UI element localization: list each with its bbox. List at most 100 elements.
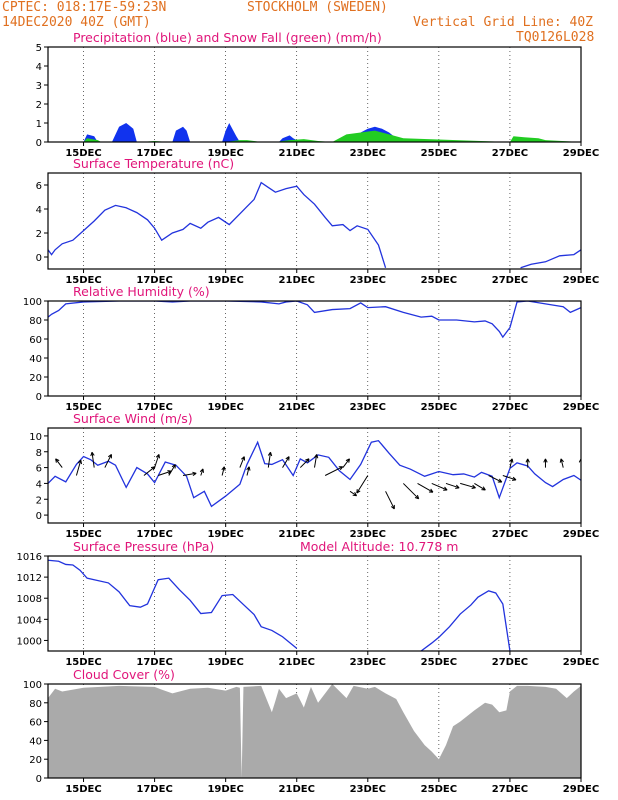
wind-arrow	[104, 453, 112, 468]
header-forecast-date: 14DEC2020 40Z (GMT)	[2, 15, 151, 30]
humidity-panel: 0 20 40 60 80 100 15DEC 17DEC 19DEC 21DEC 23DEC 25D…	[23, 284, 599, 413]
pressure-xtick-label: 27DEC	[492, 657, 528, 668]
pressure-xtick-label: 25DEC	[421, 657, 457, 668]
pressure-xtick-label: 29DEC	[563, 657, 599, 668]
humidity-ytick-label: 80	[29, 316, 42, 327]
pressure-xtick-label: 17DEC	[136, 657, 172, 668]
pressure-series-line	[420, 590, 511, 651]
humidity-ytick-label: 100	[23, 297, 42, 308]
wind-arrow	[385, 491, 395, 510]
wind-arrow	[417, 482, 434, 493]
cloud-ytick-label: 60	[29, 718, 42, 729]
precip-ytick-label: 3	[36, 81, 42, 92]
wind-xtick-label: 27DEC	[492, 529, 528, 540]
cloud-xtick-label: 25DEC	[421, 784, 457, 795]
pressure-ytick-label: 1000	[17, 636, 42, 647]
wind-arrow	[342, 458, 351, 468]
wind-arrow	[509, 458, 514, 468]
precip-xtick-label: 25DEC	[421, 148, 457, 159]
pressure-annotation: Model Altitude: 10.778 m	[300, 539, 458, 554]
wind-arrow	[199, 468, 205, 476]
header-grid-line: Vertical Grid Line: 40Z	[413, 15, 593, 30]
header-station-name: STOCKHOLM (SWEDEN)	[247, 0, 388, 15]
pressure-ytick-label: 1016	[17, 552, 42, 563]
humidity-frame	[47, 300, 582, 397]
wind-ytick-label: 6	[36, 464, 42, 475]
humidity-xtick-label: 27DEC	[492, 402, 528, 413]
header-station-coords: CPTEC: 018:17E-59:23N	[2, 0, 166, 15]
humidity-xtick-label: 17DEC	[136, 402, 172, 413]
precip-xtick-label: 29DEC	[563, 148, 599, 159]
wind-arrow	[402, 483, 420, 500]
pressure-xtick-label: 21DEC	[279, 657, 315, 668]
humidity-xtick-label: 15DEC	[65, 402, 101, 413]
wind-ytick-label: 4	[36, 479, 42, 490]
temperature-frame	[47, 172, 582, 270]
wind-arrow	[282, 456, 290, 468]
humidity-ytick-label: 0	[36, 392, 42, 403]
wind-ytick-label: 0	[36, 511, 42, 522]
cloud-ytick-label: 80	[29, 699, 42, 710]
precip-ytick-label: 0	[36, 138, 42, 149]
wind-arrow	[143, 466, 156, 476]
temperature-xtick-label: 21DEC	[279, 275, 315, 286]
humidity-xtick-label: 21DEC	[279, 402, 315, 413]
precip-title: Precipitation (blue) and Snow Fall (gree…	[73, 30, 382, 45]
wind-data	[48, 439, 581, 510]
humidity-ytick-label: 40	[29, 354, 42, 365]
precip-xtick-label: 21DEC	[279, 148, 315, 159]
temperature-xtick-label: 23DEC	[350, 275, 386, 286]
wind-arrow	[75, 459, 83, 476]
temperature-xtick-label: 29DEC	[563, 275, 599, 286]
wind-panel: 0 2 4 6 8 10 15DEC 17DEC 19DEC 21DEC 23DEC 25DEC 27D…	[29, 411, 599, 540]
precip-frame	[47, 46, 582, 143]
wind-arrow	[267, 451, 273, 468]
cloud-data	[48, 684, 581, 778]
cloud-xtick-label: 15DEC	[65, 784, 101, 795]
wind-arrow	[313, 454, 319, 468]
temperature-ytick-label: 2	[36, 229, 42, 240]
cloud-xtick-label: 23DEC	[350, 784, 386, 795]
precip-xtick-label: 19DEC	[207, 148, 243, 159]
precip-xtick-label: 23DEC	[350, 148, 386, 159]
wind-arrow	[299, 458, 310, 468]
wind-arrows	[55, 451, 581, 510]
pressure-series-line	[48, 559, 298, 649]
precip-xtick-label: 27DEC	[492, 148, 528, 159]
wind-arrow	[543, 458, 548, 468]
wind-arrow	[168, 464, 176, 476]
wind-ytick-label: 8	[36, 448, 42, 459]
wind-xtick-label: 15DEC	[65, 529, 101, 540]
pressure-xtick-label: 23DEC	[350, 657, 386, 668]
cloud-xtick-label: 27DEC	[492, 784, 528, 795]
humidity-xtick-label: 23DEC	[350, 402, 386, 413]
cloud-frame	[47, 683, 582, 779]
cloud-ytick-label: 0	[36, 774, 42, 785]
pressure-xtick-label: 19DEC	[207, 657, 243, 668]
wind-xtick-label: 25DEC	[421, 529, 457, 540]
temperature-panel: 0 2 4 6 15DEC 17DEC 19DEC 21DEC 23DEC 25DEC 27DEC 2…	[36, 156, 600, 286]
temperature-xtick-label: 27DEC	[492, 275, 528, 286]
humidity-title: Relative Humidity (%)	[73, 284, 210, 299]
pressure-ytick-label: 1008	[17, 594, 42, 605]
wind-title: Surface Wind (m/s)	[73, 411, 193, 426]
precip-ytick-label: 2	[36, 100, 42, 111]
humidity-ytick-label: 20	[29, 373, 42, 384]
wind-frame	[47, 427, 582, 524]
temperature-ytick-label: 0	[36, 253, 42, 264]
wind-arrow	[502, 475, 517, 481]
cloud-ytick-label: 100	[23, 680, 42, 691]
wind-xtick-label: 17DEC	[136, 529, 172, 540]
wind-arrow	[474, 482, 486, 491]
wind-ytick-label: 10	[29, 432, 42, 443]
cloud-xtick-label: 19DEC	[207, 784, 243, 795]
humidity-series-line	[48, 301, 581, 339]
cloud-area-series-0	[48, 684, 581, 778]
temperature-xtick-label: 19DEC	[207, 275, 243, 286]
wind-arrow	[525, 458, 530, 468]
pressure-data	[48, 559, 511, 651]
precip-data	[58, 123, 581, 142]
pressure-ytick-label: 1012	[17, 573, 42, 584]
wind-arrow	[221, 466, 226, 476]
